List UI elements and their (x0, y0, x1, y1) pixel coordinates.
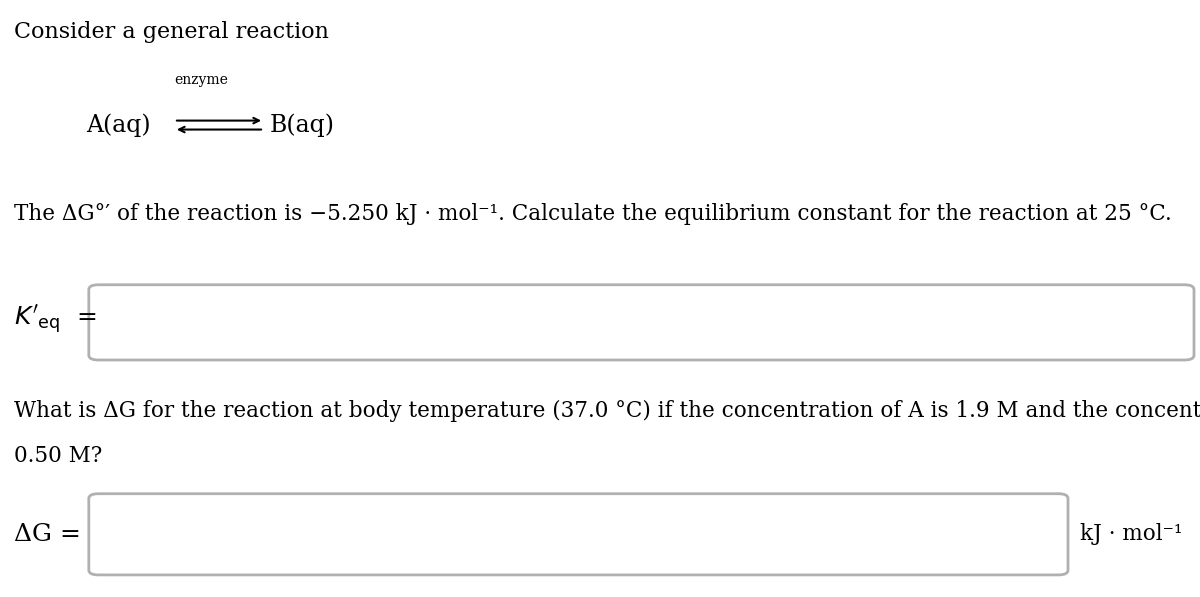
Text: 0.50 M?: 0.50 M? (14, 445, 103, 467)
Text: A(aq): A(aq) (86, 113, 151, 137)
Text: The ΔG°′ of the reaction is −5.250 kJ · mol⁻¹. Calculate the equilibrium constan: The ΔG°′ of the reaction is −5.250 kJ · … (14, 203, 1172, 225)
Text: ΔG =: ΔG = (14, 523, 82, 546)
Text: B(aq): B(aq) (270, 113, 335, 137)
FancyBboxPatch shape (89, 494, 1068, 575)
Text: $K'_{\mathrm{eq}}$  =: $K'_{\mathrm{eq}}$ = (14, 303, 97, 336)
Text: What is ΔG for the reaction at body temperature (37.0 °C) if the concentration o: What is ΔG for the reaction at body temp… (14, 400, 1200, 422)
Text: kJ · mol⁻¹: kJ · mol⁻¹ (1080, 524, 1182, 545)
FancyBboxPatch shape (89, 285, 1194, 360)
Text: Consider a general reaction: Consider a general reaction (14, 21, 329, 43)
Text: enzyme: enzyme (175, 73, 228, 87)
